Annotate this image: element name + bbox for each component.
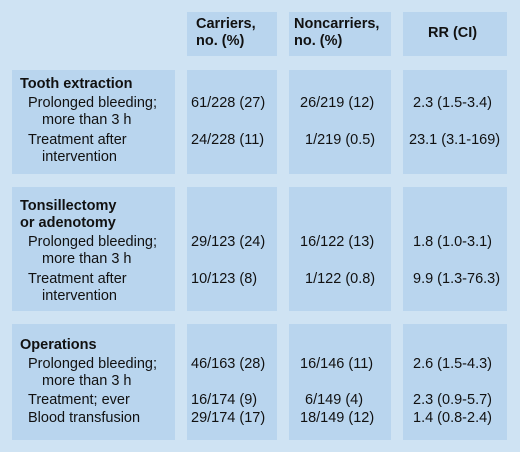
noncarriers-value: 16/146 (11) bbox=[300, 356, 374, 372]
section-title: Tonsillectomy bbox=[20, 198, 117, 214]
noncarriers-value: 6/149 (4) bbox=[305, 392, 364, 408]
header-carriers-cell bbox=[187, 12, 277, 56]
row-label: Treatment after bbox=[28, 132, 127, 148]
section-1-carriers-cell bbox=[187, 70, 277, 174]
section-3-carriers-cell bbox=[187, 324, 277, 440]
carriers-value: 29/174 (17) bbox=[191, 410, 266, 426]
section-3-noncarriers-cell bbox=[289, 324, 391, 440]
header-noncarriers: Noncarriers, no. (%) bbox=[294, 16, 380, 49]
noncarriers-value: 1/219 (0.5) bbox=[305, 132, 376, 148]
noncarriers-value: 18/149 (12) bbox=[300, 410, 375, 426]
rr-value: 23.1 (3.1-169) bbox=[409, 132, 501, 148]
noncarriers-value: 26/219 (12) bbox=[300, 95, 375, 111]
section-2-label-cell bbox=[12, 187, 175, 311]
section-2-rr-cell bbox=[403, 187, 507, 311]
header-rr-cell bbox=[403, 12, 507, 56]
rr-value: 1.4 (0.8-2.4) bbox=[413, 410, 492, 426]
carriers-value: 24/228 (11) bbox=[191, 132, 265, 148]
section-title: Operations bbox=[20, 337, 97, 353]
section-3-label-cell bbox=[12, 324, 175, 440]
section-1-label-cell bbox=[12, 70, 175, 174]
row-label: Treatment after bbox=[28, 271, 127, 287]
section-3-rr-cell bbox=[403, 324, 507, 440]
section-2-carriers-cell bbox=[187, 187, 277, 311]
row-label-cont: more than 3 h bbox=[42, 373, 132, 389]
rr-value: 2.6 (1.5-4.3) bbox=[413, 356, 492, 372]
row-label: Treatment; ever bbox=[28, 392, 130, 408]
rr-value: 2.3 (0.9-5.7) bbox=[413, 392, 492, 408]
row-label-cont: intervention bbox=[42, 288, 117, 304]
noncarriers-value: 16/122 (13) bbox=[300, 234, 375, 250]
carriers-value: 16/174 (9) bbox=[191, 392, 258, 408]
header-noncarriers-cell bbox=[289, 12, 391, 56]
section-1-rr-cell bbox=[403, 70, 507, 174]
section-2-noncarriers-cell bbox=[289, 187, 391, 311]
rr-value: 9.9 (1.3-76.3) bbox=[413, 271, 501, 287]
header-rr: RR (CI) bbox=[428, 25, 478, 41]
header-carriers: Carriers, no. (%) bbox=[196, 16, 256, 49]
noncarriers-value: 1/122 (0.8) bbox=[305, 271, 376, 287]
carriers-value: 46/163 (28) bbox=[191, 356, 266, 372]
rr-value: 2.3 (1.5-3.4) bbox=[413, 95, 492, 111]
row-label: Prolonged bleeding; bbox=[28, 234, 157, 250]
rr-value: 1.8 (1.0-3.1) bbox=[413, 234, 492, 250]
carriers-value: 10/123 (8) bbox=[191, 271, 258, 287]
row-label: Prolonged bleeding; bbox=[28, 95, 157, 111]
row-label: Blood transfusion bbox=[28, 410, 141, 426]
row-label: Prolonged bleeding; bbox=[28, 356, 157, 372]
section-title-cont: or adenotomy bbox=[20, 215, 116, 231]
section-1-noncarriers-cell bbox=[289, 70, 391, 174]
row-label-cont: more than 3 h bbox=[42, 112, 132, 128]
row-label-cont: intervention bbox=[42, 149, 117, 165]
row-label-cont: more than 3 h bbox=[42, 251, 132, 267]
carriers-value: 29/123 (24) bbox=[191, 234, 266, 250]
section-title: Tooth extraction bbox=[20, 76, 133, 92]
carriers-value: 61/228 (27) bbox=[191, 95, 266, 111]
